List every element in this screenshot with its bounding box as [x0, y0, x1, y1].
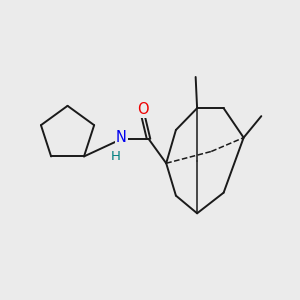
- Text: H: H: [111, 150, 121, 163]
- Text: N: N: [116, 130, 127, 145]
- Text: O: O: [137, 102, 148, 117]
